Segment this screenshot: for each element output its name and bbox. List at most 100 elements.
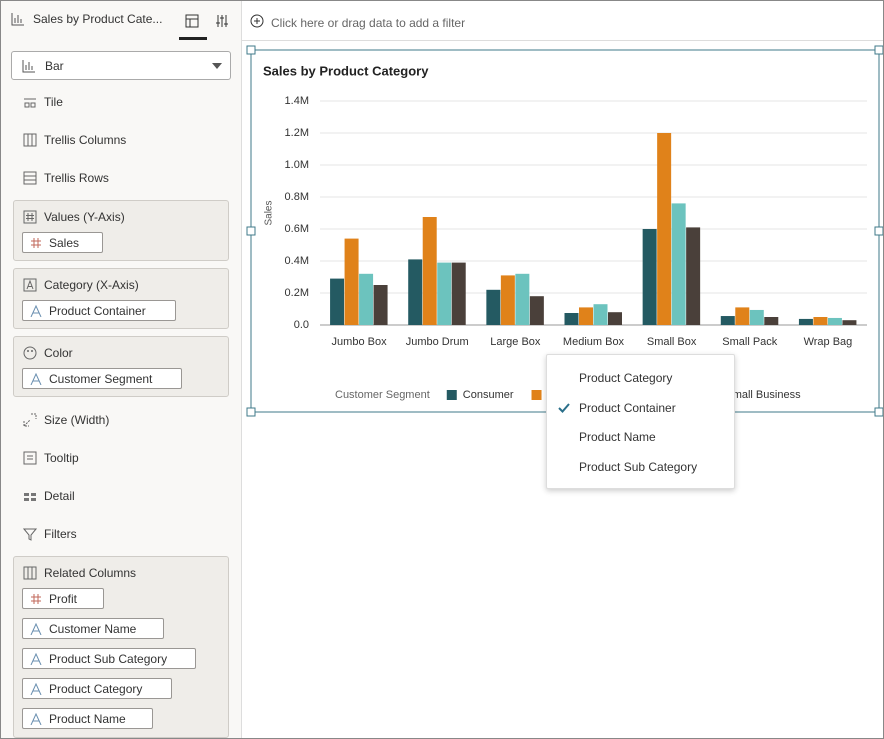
x-tick-label: Wrap Bag (804, 336, 853, 348)
detail-icon (24, 493, 36, 501)
tile-icon (24, 98, 36, 108)
attr-icon (30, 623, 42, 635)
bar-icon (11, 13, 24, 26)
resize-handles[interactable] (246, 45, 883, 417)
legend-label[interactable]: Consumer (463, 389, 514, 401)
tooltip[interactable]: Tooltip (44, 451, 79, 465)
pill-label: Product Container (49, 304, 146, 318)
y-tick-label: 0.6M (285, 223, 309, 235)
attribute-pill[interactable]: Customer Name (22, 618, 164, 639)
y-tick-label: 0.2M (285, 287, 309, 299)
x-tick-label: Medium Box (563, 336, 625, 348)
attr-icon (30, 683, 42, 695)
measure-pill[interactable]: Profit (22, 588, 104, 609)
related-box: Related Columns Profit Customer Name Pro… (13, 556, 229, 738)
left-panel: Sales by Product Cate... Bar Tile Trelli… (1, 1, 242, 738)
tooltip-icon (23, 451, 37, 465)
x-tick-label: Jumbo Drum (406, 336, 469, 348)
bar (486, 289, 501, 325)
size[interactable]: Size (Width) (44, 413, 110, 427)
legend-title: Customer Segment (335, 389, 430, 401)
bar (827, 317, 842, 325)
menu-item[interactable]: Product Sub Category (579, 460, 698, 475)
y-tick-label: 0.0 (294, 319, 309, 331)
values-label: Values (Y-Axis) (44, 210, 125, 224)
bar (657, 133, 672, 325)
bar (408, 259, 423, 325)
attribute-pill[interactable]: Product Name (22, 708, 153, 729)
bar (735, 307, 750, 325)
legend-label[interactable]: Small Business (725, 389, 801, 401)
chart-type-dropdown[interactable]: Bar (11, 51, 231, 80)
y-axis-label: Sales (264, 200, 275, 225)
legend-swatch (531, 390, 542, 400)
x-tick-label: Small Box (647, 336, 697, 348)
dropdown-menu: Product Category Product Container Product… (546, 354, 735, 489)
chart-title: Sales by Product Category (263, 63, 429, 78)
pill-label: Product Category (49, 682, 143, 696)
y-tick-label: 1.0M (285, 159, 309, 171)
bar (593, 304, 608, 325)
detail[interactable]: Detail (44, 489, 75, 503)
measure-pill[interactable]: Sales (22, 232, 103, 253)
filter-placeholder: Click here or drag data to add a filter (271, 16, 466, 30)
attribute-pill[interactable]: Product Sub Category (22, 648, 196, 669)
y-tick-label: 1.2M (285, 127, 309, 139)
bar (330, 278, 345, 325)
legend-swatch (446, 390, 457, 400)
columns-icon (23, 133, 37, 147)
bar (686, 227, 701, 325)
related-label: Related Columns (44, 566, 137, 580)
bar (608, 312, 622, 325)
values-box[interactable]: Values (Y-Axis) Sales (13, 200, 229, 261)
pill-label: Sales (49, 236, 80, 250)
attribute-pill[interactable]: Product Category (22, 678, 172, 699)
filters[interactable]: Filters (44, 527, 77, 541)
hash-icon (31, 238, 41, 248)
filter-bar[interactable]: Click here or drag data to add a filter (242, 1, 883, 41)
bar (359, 273, 374, 325)
tile[interactable]: Tile (44, 95, 63, 109)
x-tick-label: Large Box (490, 336, 541, 348)
color-box[interactable]: Color Customer Segment (13, 336, 229, 397)
grammar-tab[interactable] (185, 14, 199, 28)
trellis-columns[interactable]: Trellis Columns (44, 133, 127, 147)
bar (749, 309, 764, 325)
bar (373, 285, 388, 325)
size-icon (23, 413, 37, 427)
check-icon (558, 403, 570, 413)
bar (642, 229, 657, 325)
hash-icon (23, 210, 37, 224)
properties-tab[interactable] (215, 14, 229, 28)
bar (500, 275, 515, 325)
menu-item[interactable]: Product Container (579, 400, 676, 415)
pill-label: Customer Name (49, 622, 137, 636)
y-tick-label: 0.8M (285, 191, 309, 203)
attr-icon (30, 653, 42, 665)
bar (515, 273, 530, 325)
menu-item[interactable]: Product Category (579, 371, 673, 385)
trellis-rows[interactable]: Trellis Rows (44, 171, 109, 185)
bar (437, 262, 452, 325)
color-label: Color (44, 346, 73, 360)
columns-icon (23, 566, 37, 580)
bar (842, 320, 857, 325)
bar (798, 318, 813, 325)
pill-label: Product Sub Category (49, 652, 168, 666)
add-filter-icon (250, 14, 264, 28)
pill-label: Profit (49, 592, 78, 606)
bar-icon (22, 60, 35, 73)
bar (579, 307, 593, 325)
attr-icon (30, 713, 42, 725)
hash-icon (31, 594, 41, 604)
y-tick-label: 1.4M (285, 95, 309, 107)
attribute-pill[interactable]: Product Container (22, 300, 176, 321)
category-box[interactable]: Category (X-Axis) Product Container (13, 268, 229, 329)
bar (451, 262, 466, 325)
menu-item[interactable]: Product Name (579, 430, 656, 445)
bar (422, 217, 437, 325)
attribute-pill[interactable]: Customer Segment (22, 368, 182, 389)
rows-icon (23, 171, 37, 185)
pill-label: Product Name (49, 712, 126, 726)
